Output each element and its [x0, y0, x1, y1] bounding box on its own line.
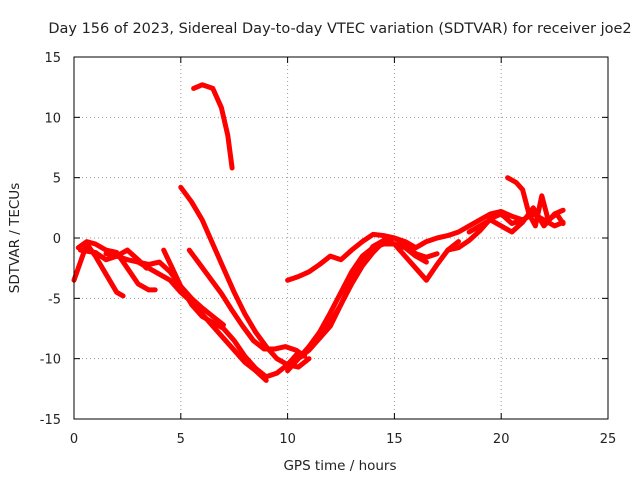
y-axis-label: SDTVAR / TECUs: [7, 183, 23, 293]
series-arc-2: [75, 239, 158, 293]
series-arc-7: [178, 184, 312, 370]
y-tick-label: 15: [44, 51, 61, 66]
x-tick-label: 15: [386, 432, 403, 447]
series-layer: [71, 82, 566, 383]
y-tick-label: 0: [53, 232, 61, 247]
y-tick-label: -5: [48, 292, 61, 307]
series-arc-9: [191, 82, 235, 171]
series-arc-12: [306, 237, 461, 350]
series-arc-13: [285, 209, 526, 283]
series-arc-4: [103, 251, 226, 328]
y-tick-label: 10: [44, 111, 61, 126]
y-tick-label: -15: [40, 413, 61, 428]
x-tick-label: 20: [493, 432, 510, 447]
chart-title: Day 156 of 2023, Sidereal Day-to-day VTE…: [48, 21, 631, 37]
y-tick-label: -10: [40, 353, 61, 368]
x-tick-label: 0: [70, 432, 78, 447]
tick-layer: 0 5 10 15 20 25 -15 -10 -5 0 5 10 15: [40, 51, 617, 447]
x-tick-label: 5: [177, 432, 185, 447]
series-arc-8: [186, 247, 308, 359]
x-axis-label: GPS time / hours: [283, 458, 396, 474]
y-tick-label: 5: [53, 172, 61, 187]
series-arc-6: [161, 247, 301, 380]
series-arc-16: [466, 205, 566, 235]
x-tick-label: 10: [279, 432, 296, 447]
series-arc-1: [71, 241, 126, 299]
x-tick-label: 25: [600, 432, 617, 447]
grid-layer: [74, 57, 608, 419]
